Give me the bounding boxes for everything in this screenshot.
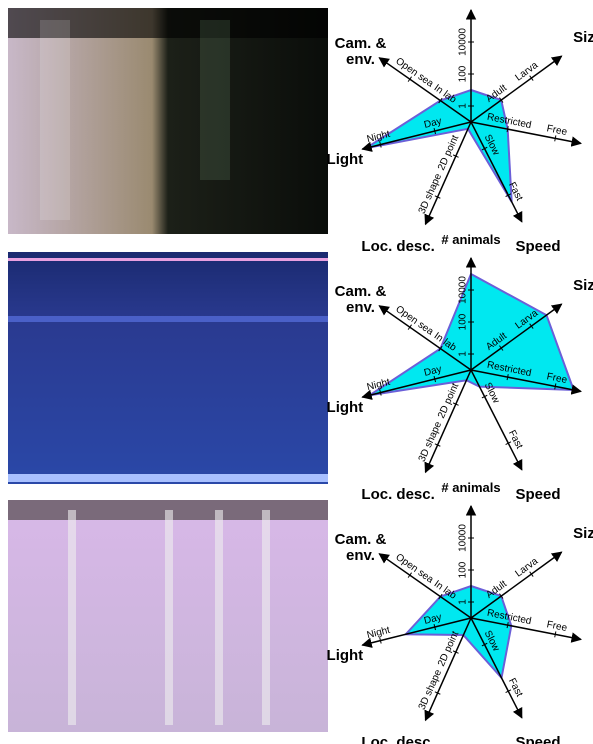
axis-name: Cam. & env. (335, 36, 387, 68)
tick-label: 1 (458, 599, 469, 605)
tick-mark (555, 135, 556, 141)
axis-name: Mot. pat. (587, 647, 593, 679)
tick-label: 3D shape (417, 420, 445, 464)
tick-label: Free (546, 619, 569, 634)
tick-label: Fast (506, 428, 525, 451)
axis-name: Size (573, 278, 593, 294)
axis-name: Light (327, 648, 364, 664)
tick-label: 10000 (458, 28, 469, 56)
axis-name: Mot. pat. (587, 399, 593, 431)
tick-mark (380, 638, 381, 644)
axis-name: Light (327, 152, 364, 168)
photo-3 (8, 500, 328, 732)
photo-2 (8, 252, 328, 484)
axis-name: Loc. desc. (361, 487, 434, 503)
axis-name: Mot. pat. (587, 151, 593, 183)
tick-label: 3D shape (417, 668, 445, 712)
axis-line (471, 56, 562, 122)
tick-label: 100 (458, 65, 469, 82)
axis-name: Cam. & env. (335, 284, 387, 316)
axis-name: Light (327, 400, 364, 416)
axis-name: Speed (516, 735, 561, 744)
tick-label: 10000 (458, 524, 469, 552)
tick-label: Free (546, 123, 569, 138)
figure-canvas: 110010000AdultLarvaRestrictedFreeSlowFas… (0, 0, 593, 744)
photo-1 (8, 8, 328, 234)
axis-name: Loc. desc. (361, 239, 434, 255)
figure: 110010000AdultLarvaRestrictedFreeSlowFas… (0, 0, 593, 744)
tick-label: 3D shape (417, 172, 445, 216)
tick-label: 1 (458, 103, 469, 109)
axis-name: Size (573, 526, 593, 542)
tick-label: 100 (458, 313, 469, 330)
axis-name: # animals (441, 480, 500, 496)
axis-name: Speed (516, 487, 561, 503)
axis-line (471, 552, 562, 618)
tick-label: 10000 (458, 276, 469, 304)
axis-line (425, 122, 471, 224)
axis-name: Loc. desc. (361, 735, 434, 744)
tick-mark (555, 631, 556, 637)
axis-name: Size (573, 30, 593, 46)
tick-label: 100 (458, 561, 469, 578)
tick-label: Larva (513, 556, 540, 580)
axis-name: Speed (516, 239, 561, 255)
tick-label: Larva (513, 60, 540, 84)
axis-name: Cam. & env. (335, 532, 387, 564)
axis-name: # animals (441, 232, 500, 248)
tick-label: 1 (458, 351, 469, 357)
tick-label: Fast (506, 676, 525, 699)
